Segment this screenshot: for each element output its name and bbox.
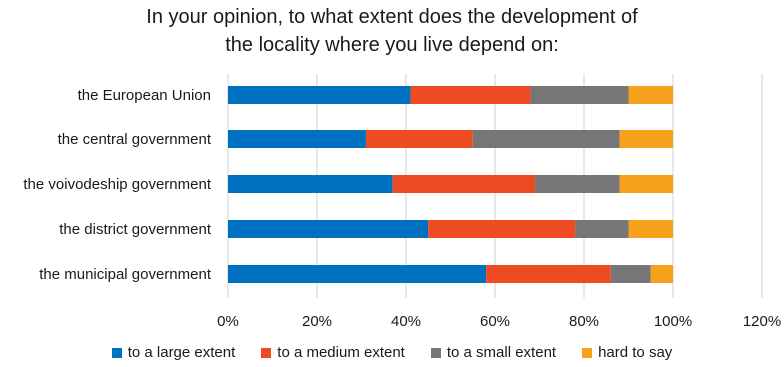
x-tick-label: 80% — [569, 313, 599, 330]
legend-label-medium: to a medium extent — [277, 344, 405, 361]
bar-segment — [575, 220, 629, 238]
bar-segment — [472, 130, 620, 148]
category-label: the European Union — [78, 87, 211, 104]
bar-segment — [486, 265, 611, 283]
legend-item-medium: to a medium extent — [261, 344, 405, 361]
category-label: the central government — [58, 131, 212, 148]
bar-segment — [228, 130, 366, 148]
bar-segment — [228, 265, 487, 283]
legend-label-hard: hard to say — [598, 344, 673, 361]
bar-segment — [650, 265, 673, 283]
legend-label-large: to a large extent — [127, 344, 236, 361]
legend-swatch-medium — [261, 347, 272, 358]
category-label: the municipal government — [39, 266, 212, 283]
legend-item-large: to a large extent — [111, 344, 236, 361]
x-tick-label: 120% — [743, 313, 781, 330]
category-label: the district government — [59, 221, 212, 238]
bar-segment — [365, 130, 473, 148]
bar-segment — [392, 175, 536, 193]
bar-segment — [428, 220, 576, 238]
x-tick-label: 0% — [217, 313, 239, 330]
x-tick-label: 40% — [391, 313, 421, 330]
chart-title-line-2: the locality where you live depend on: — [225, 34, 559, 56]
category-label: the voivodeship government — [23, 176, 211, 193]
bar-segment — [410, 86, 531, 104]
legend-item-small: to a small extent — [430, 344, 557, 361]
bar-segment — [228, 175, 393, 193]
x-tick-label: 20% — [302, 313, 332, 330]
x-tick-label: 60% — [480, 313, 510, 330]
bar-segment — [535, 175, 620, 193]
x-tick-label: 100% — [654, 313, 692, 330]
legend-swatch-small — [430, 347, 441, 358]
bar-segment — [628, 220, 673, 238]
bar-segment — [619, 175, 673, 193]
bar-segment — [628, 86, 673, 104]
bar-segment — [530, 86, 629, 104]
bar-segment — [619, 130, 673, 148]
bar-segment — [228, 220, 429, 238]
legend-label-small: to a small extent — [446, 344, 557, 361]
legend-item-hard: hard to say — [582, 344, 672, 361]
chart-title-line-1: In your opinion, to what extent does the… — [146, 6, 638, 28]
legend-swatch-large — [111, 347, 122, 358]
bar-segment — [228, 86, 411, 104]
bar-segment — [610, 265, 651, 283]
legend: to a large extent to a medium extent to … — [0, 344, 784, 361]
legend-swatch-hard — [582, 347, 593, 358]
